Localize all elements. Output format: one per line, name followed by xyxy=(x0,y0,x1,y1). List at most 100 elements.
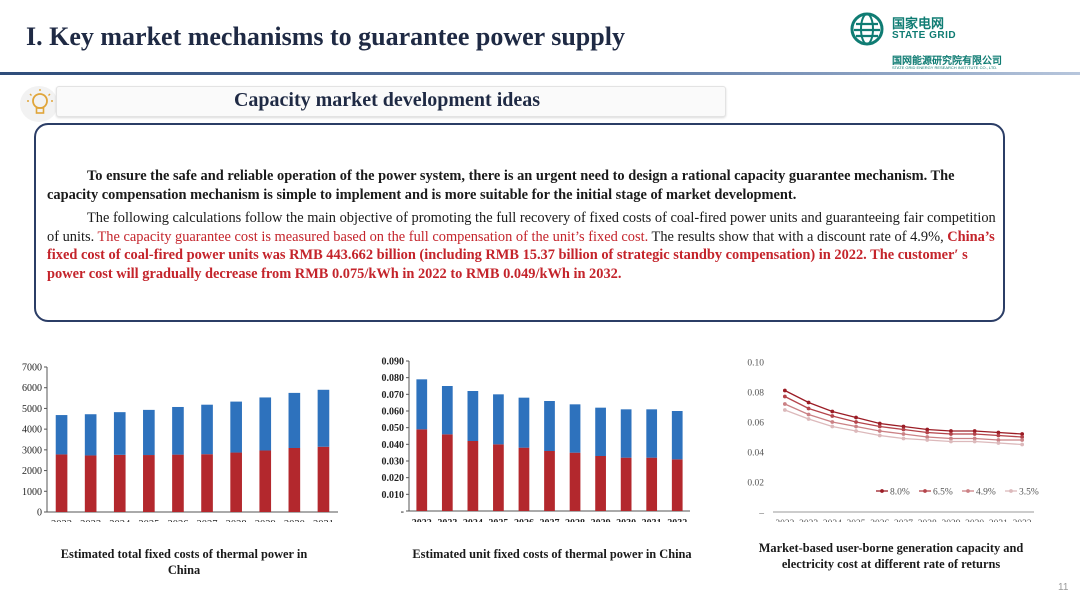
chart3-legend-marker xyxy=(1009,489,1013,493)
chart1-bar-red xyxy=(317,446,330,512)
total-fixed-cost-chart: 0 1000 2000 3000 4000 5000 6000 7000 2022 2023 202… xyxy=(22,363,338,522)
logo-text-en: STATE GRID xyxy=(892,30,957,41)
chart3-x-tick-label: 2025 xyxy=(847,519,866,522)
chart3-point xyxy=(830,409,835,414)
user-cost-line-chart: – 0.02 0.04 0.06 0.08 0.10 2022 2023 2024 2025 202… xyxy=(747,359,1039,523)
chart2-bar-blue xyxy=(620,409,632,458)
chart3-point xyxy=(972,429,977,433)
chart3-y-tick-label: 0.04 xyxy=(747,449,764,459)
chart2-x-tick-label: 2028 xyxy=(565,518,585,522)
chart1-bar-blue xyxy=(143,409,155,456)
chart3-point xyxy=(972,439,977,444)
chart1-bar-blue xyxy=(55,415,68,455)
paragraph-calculation-intro: The following calculations follow the ma… xyxy=(47,210,996,245)
chart3-y-tick-label: – xyxy=(758,509,764,519)
chart3-point xyxy=(925,438,930,442)
chart2-x-tick-label: 2026 xyxy=(514,518,534,522)
chart1-caption: Estimated total fixed costs of thermal p… xyxy=(60,547,308,577)
chart1-bar-blue xyxy=(113,412,126,455)
chart2-x-tick-label: 2029 xyxy=(591,518,611,522)
unit-fixed-cost-chart: - 0.010 0.020 0.030 0.040 0.050 0.060 0.070 0.08… xyxy=(382,357,690,522)
paragraph-calculation-method: The capacity guarantee cost is measured … xyxy=(97,228,649,245)
chart2-x-tick-label: 2027 xyxy=(540,518,560,522)
chart3-point xyxy=(806,412,811,417)
chart2-x-tick-label: 2030 xyxy=(616,518,636,522)
chart3-legend-label: 3.5% xyxy=(1019,488,1039,498)
chart2-bar-red xyxy=(544,451,555,511)
chart2-y-tick-label: 0.040 xyxy=(382,440,405,451)
chart3-y-tick-label: 0.06 xyxy=(747,419,764,429)
chart3-point xyxy=(949,439,953,444)
chart1-bar-red xyxy=(113,454,126,512)
chart2-bar-blue xyxy=(595,407,606,456)
chart3-x-tick-label: 2022 xyxy=(775,519,794,522)
chart3-caption: Market-based user-borne generation capac… xyxy=(758,541,1024,571)
paragraph-calculation-highlight: China’s fixed cost of coal-fired power u… xyxy=(47,228,995,282)
chart3-x-tick-label: 2027 xyxy=(894,519,913,522)
summary-box xyxy=(34,123,1005,322)
chart3-point xyxy=(877,421,882,426)
chart1-x-tick-label: 2024 xyxy=(109,519,131,522)
chart3-point xyxy=(782,402,787,406)
chart3-point xyxy=(806,406,811,411)
state-grid-logo: 国家电网 STATE GRID 国网能源研究院有限公司 STATE GRID E… xyxy=(850,12,1050,72)
chart3-point xyxy=(877,433,882,438)
chart2-y-tick-label: 0.010 xyxy=(382,490,405,501)
chart2-bar-red xyxy=(646,457,658,511)
chart3-y-tick-label: 0.08 xyxy=(747,389,764,399)
chart3-legend-marker xyxy=(923,489,927,493)
page-title: I. Key market mechanisms to guarantee po… xyxy=(26,22,625,51)
chart1-bar-blue xyxy=(201,404,213,455)
chart1-y-tick-label: 4000 xyxy=(22,425,42,436)
chart1-bar-blue xyxy=(230,401,242,453)
logo-institute: 国网能源研究院有限公司 xyxy=(892,56,1002,67)
chart3-point xyxy=(830,424,835,429)
logo-institute-en: STATE GRID ENERGY RESEARCH INSTITUTE CO.… xyxy=(892,65,998,70)
chart3-x-tick-label: 2028 xyxy=(918,519,937,522)
chart2-bar-blue xyxy=(441,386,453,435)
chart3-point xyxy=(1020,435,1025,439)
chart2-x-tick-label: 2031 xyxy=(642,518,662,522)
chart2-bar-blue xyxy=(671,411,683,460)
chart1-x-tick-label: 2030 xyxy=(284,519,305,522)
chart1-bar-red xyxy=(143,455,155,512)
chart3-point xyxy=(996,438,1001,442)
chart1-y-tick-label: 1000 xyxy=(22,487,42,498)
chart3-point xyxy=(996,430,1001,435)
chart2-bar-red xyxy=(467,441,479,511)
chart3-point xyxy=(972,432,977,436)
chart3-point xyxy=(1020,438,1025,442)
chart2-bar-red xyxy=(493,444,504,511)
chart1-y-tick-label: 7000 xyxy=(22,363,42,374)
chart3-point xyxy=(1020,432,1025,436)
chart3-x-tick-label: 2031 xyxy=(989,519,1008,522)
chart3-point xyxy=(996,433,1001,438)
section-subtitle: Capacity market development ideas xyxy=(233,89,541,111)
chart2-y-tick-label: 0.090 xyxy=(382,357,405,368)
chart3-point xyxy=(854,429,858,433)
chart1-y-tick-label: 0 xyxy=(37,508,42,519)
chart3-point xyxy=(1020,442,1025,447)
chart3-point xyxy=(901,427,906,432)
chart2-bar-blue xyxy=(493,394,504,445)
page-number: 11 xyxy=(1058,582,1069,593)
chart3-point xyxy=(925,430,930,435)
chart3-point xyxy=(925,435,930,439)
chart1-bar-red xyxy=(55,454,68,512)
chart1-y-tick-label: 5000 xyxy=(22,404,42,415)
chart3-point xyxy=(972,436,977,441)
chart2-bar-blue xyxy=(518,397,530,448)
chart3-x-tick-label: 2030 xyxy=(965,519,984,522)
paragraph-calculation: The following calculations follow the ma… xyxy=(47,209,997,283)
chart1-bar-blue xyxy=(288,392,301,448)
chart3-point xyxy=(830,420,835,424)
chart3-point xyxy=(901,424,906,429)
chart3-point xyxy=(925,427,930,432)
chart2-x-tick-label: 2032 xyxy=(667,518,687,522)
chart2-bar-blue xyxy=(646,409,658,458)
chart2-y-tick-label: 0.060 xyxy=(382,407,405,418)
chart2-bar-red xyxy=(441,434,453,511)
chart3-x-tick-label: 2024 xyxy=(823,519,842,522)
chart2-bar-red xyxy=(620,457,632,511)
chart3-point xyxy=(854,415,858,420)
